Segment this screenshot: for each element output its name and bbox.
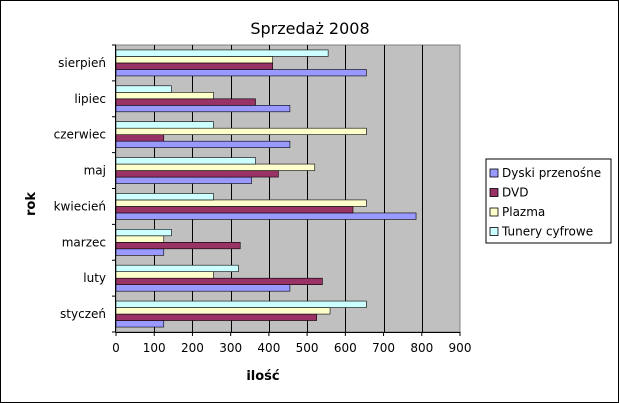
legend-label: DVD (502, 186, 528, 200)
bar (115, 271, 214, 279)
bar (115, 121, 214, 129)
bar (115, 300, 367, 308)
bar (115, 320, 165, 328)
chart-title: Sprzedaż 2008 (250, 19, 369, 38)
bar (115, 193, 214, 201)
legend: Dyski przenośne DVD Plazma Tunery cyfrowe (485, 158, 612, 244)
x-tick-label: 900 (449, 341, 472, 355)
legend-box (485, 158, 612, 244)
x-tick-label: 0 (112, 341, 120, 355)
y-tick-label: luty (83, 271, 106, 285)
x-axis-ticks: 0 100 200 300 400 500 600 700 800 900 (112, 332, 471, 355)
bar (115, 242, 241, 250)
bar (115, 199, 367, 207)
y-tick-label: marzec (62, 235, 106, 249)
bar (115, 127, 367, 135)
x-tick-label: 100 (143, 341, 166, 355)
y-tick-label: kwiecień (54, 199, 106, 213)
bar (115, 157, 256, 165)
bar (115, 248, 165, 256)
y-tick-label: lipiec (74, 92, 106, 106)
bar (115, 49, 329, 57)
bar (115, 235, 165, 243)
bar (115, 69, 367, 77)
x-tick-label: 800 (410, 341, 433, 355)
bar (115, 163, 316, 171)
bar (115, 176, 252, 184)
x-tick-label: 600 (334, 341, 357, 355)
x-tick-label: 400 (257, 341, 280, 355)
bar (115, 92, 214, 100)
bar (115, 140, 291, 148)
y-tick-label: czerwiec (54, 128, 106, 142)
bar (115, 212, 417, 220)
x-tick-label: 300 (219, 341, 242, 355)
bar (115, 264, 239, 272)
legend-label: Tunery cyfrowe (501, 225, 593, 239)
bar (115, 170, 279, 178)
bar (115, 85, 172, 93)
bar (115, 62, 274, 70)
bar (115, 105, 291, 113)
legend-swatch (489, 168, 499, 178)
bar (115, 307, 331, 315)
y-tick-label: sierpień (58, 56, 106, 70)
bar (115, 98, 256, 106)
legend-swatch (489, 227, 499, 236)
y-tick-label: styczeń (60, 307, 106, 321)
legend-label: Dyski przenośne (502, 166, 601, 180)
y-tick-label: maj (84, 164, 106, 178)
y-axis-ticks: styczeń luty marzec kwiecień maj czerwiec lipi… (54, 44, 116, 333)
legend-swatch (489, 188, 499, 197)
x-axis-title: ilość (246, 369, 280, 384)
bar (115, 229, 172, 237)
bar (115, 313, 317, 321)
bar (115, 284, 291, 292)
bar (115, 206, 354, 214)
x-tick-label: 200 (181, 341, 204, 355)
legend-label: Plazma (502, 205, 545, 219)
legend-swatch (489, 207, 499, 217)
bar (115, 277, 323, 285)
x-tick-label: 500 (296, 341, 319, 355)
bar (115, 56, 274, 64)
bar (115, 134, 165, 142)
y-axis-title: rok (24, 192, 39, 216)
x-tick-label: 700 (372, 341, 395, 355)
